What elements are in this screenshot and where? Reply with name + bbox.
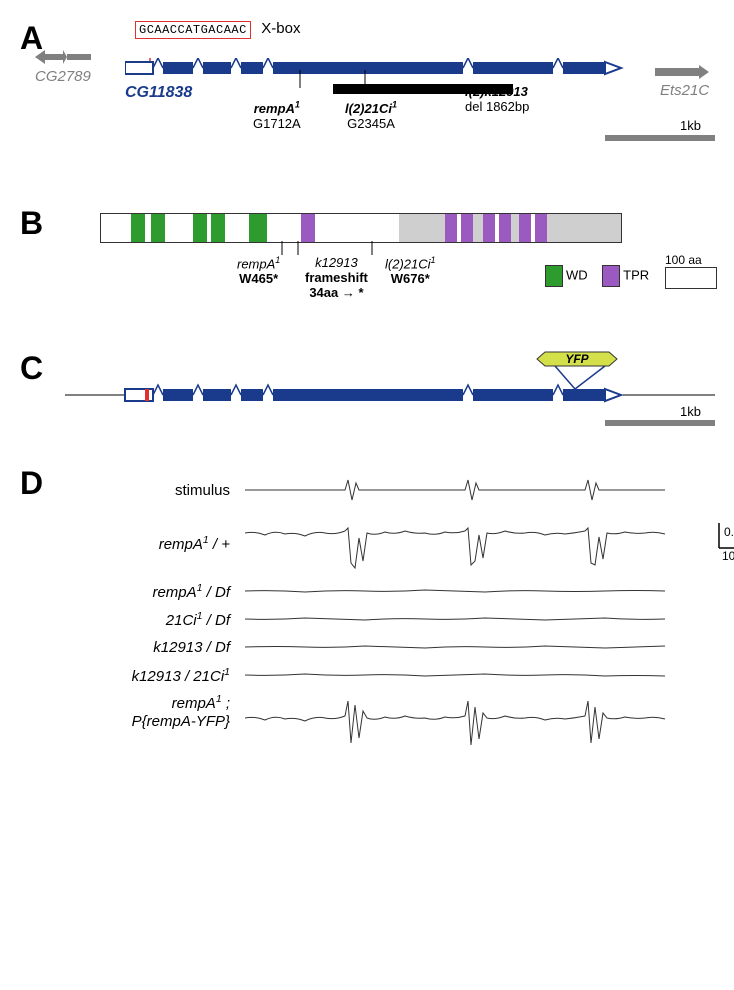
xbox-sequence: GCAACCATGACAAC (135, 21, 251, 39)
construct-svg: YFP (65, 350, 715, 410)
left-gene-arrow (35, 48, 95, 66)
trace-5-label: k12913 / 21Ci1 (65, 666, 245, 685)
mut-3-name: l(2)21Ci (385, 256, 431, 271)
trace-2 (245, 581, 714, 601)
mut-2-effect: frameshift (305, 270, 368, 285)
tpr-domain (519, 214, 531, 242)
grey-domain (399, 214, 445, 242)
scale-v-label: 0.2mV (724, 525, 734, 539)
grey-domain (473, 214, 483, 242)
trace-4 (245, 637, 714, 657)
panel-d: D stimulus rempA1 / + 0.2mV (20, 465, 714, 753)
allele-2-sub: G2345A (345, 116, 397, 131)
mut-2-effect2: 34aa → * (309, 285, 363, 300)
stimulus-label: stimulus (65, 482, 245, 499)
trace-row-5: k12913 / 21Ci1 (65, 665, 714, 685)
scale-label-c: 1kb (680, 404, 701, 419)
mut-3-effect: W676* (391, 271, 430, 286)
wd-domain (151, 214, 165, 242)
trace-1 (245, 513, 714, 573)
trace-row-6: rempA1 ; P{rempA-YFP} (65, 693, 714, 753)
panel-d-label: D (20, 465, 43, 502)
legend-tpr-label: TPR (623, 267, 649, 282)
allele-2-super: 1 (392, 100, 397, 110)
allele-3: l(2)k12913 del 1862bp (465, 84, 529, 114)
legend-tpr-box (602, 265, 620, 287)
scale-h-label: 10msec (722, 549, 734, 563)
stimulus-row: stimulus (65, 475, 714, 505)
trace-4-label: k12913 / Df (65, 639, 245, 656)
trace-3 (245, 609, 714, 629)
allele-1-sub: G1712A (253, 116, 301, 131)
scale-b-box (665, 267, 717, 289)
trace-row-1: rempA1 / + 0.2mV 10msec (65, 513, 714, 573)
trace-5 (245, 665, 714, 685)
tpr-domain (445, 214, 457, 242)
tpr-domain (461, 214, 473, 242)
trace-row-2: rempA1 / Df (65, 581, 714, 601)
tpr-domain (499, 214, 511, 242)
allele-2-name: l(2)21Ci (345, 101, 392, 116)
trace-row-4: k12913 / Df (65, 637, 714, 657)
trace-2-label: rempA1 / Df (65, 582, 245, 601)
mut-1-super: 1 (275, 255, 280, 265)
mutation-1: rempA1 W465* (237, 255, 280, 286)
trace-1-label: rempA1 / + (65, 534, 245, 553)
trace-6 (245, 693, 714, 753)
panel-b-label: B (20, 205, 43, 242)
mut-3-super: 1 (431, 255, 436, 265)
allele-3-sub: del 1862bp (465, 99, 529, 114)
legend-b: WD TPR (545, 265, 649, 287)
allele-ticks (125, 70, 625, 90)
allele-2: l(2)21Ci1 G2345A (345, 100, 397, 131)
allele-1-name: rempA (254, 101, 295, 116)
trace-row-3: 21Ci1 / Df (65, 609, 714, 629)
legend-wd-box (545, 265, 563, 287)
tpr-domain (535, 214, 547, 242)
tpr-domain (483, 214, 495, 242)
mutation-2: k12913 frameshift 34aa → * (305, 255, 368, 300)
right-gene-label: Ets21C (660, 82, 709, 99)
scale-bar-c (605, 420, 715, 426)
xbox-label: X-box (261, 20, 300, 37)
stimulus-trace (245, 475, 714, 505)
left-gene-label: CG2789 (35, 68, 91, 85)
tpr-domain (301, 214, 315, 242)
mut-2-name: k12913 (315, 255, 358, 270)
allele-1: rempA1 G1712A (253, 100, 301, 131)
wd-domain (193, 214, 207, 242)
protein-bar (100, 213, 622, 243)
panel-b: B rempA1 W465* (20, 205, 714, 330)
wd-domain (249, 214, 267, 242)
allele-3-name: l(2)k12913 (465, 84, 528, 99)
wd-domain (211, 214, 225, 242)
scale-label-a: 1kb (680, 118, 701, 133)
grey-domain (511, 214, 519, 242)
panel-c: C YFP (20, 350, 714, 445)
allele-1-super: 1 (295, 100, 300, 110)
mut-1-name: rempA (237, 256, 275, 271)
xbox-container: GCAACCATGACAAC X-box (135, 20, 300, 38)
wd-domain (131, 214, 145, 242)
mutation-3: l(2)21Ci1 W676* (385, 255, 436, 286)
grey-domain (547, 214, 621, 242)
trace-6-label: rempA1 ; P{rempA-YFP} (65, 693, 245, 731)
legend-wd-label: WD (566, 267, 588, 282)
trace-3-label: 21Ci1 / Df (65, 610, 245, 629)
yfp-text: YFP (565, 352, 589, 366)
scale-bar-a (605, 135, 715, 141)
panel-a: A GCAACCATGACAAC X-box CG2789 (20, 20, 714, 185)
panel-c-label: C (20, 350, 43, 387)
right-gene-arrow (655, 65, 709, 79)
scale-b-text: 100 aa (665, 253, 702, 267)
mut-1-effect: W465* (239, 271, 278, 286)
scale-d: 0.2mV 10msec (714, 523, 734, 563)
